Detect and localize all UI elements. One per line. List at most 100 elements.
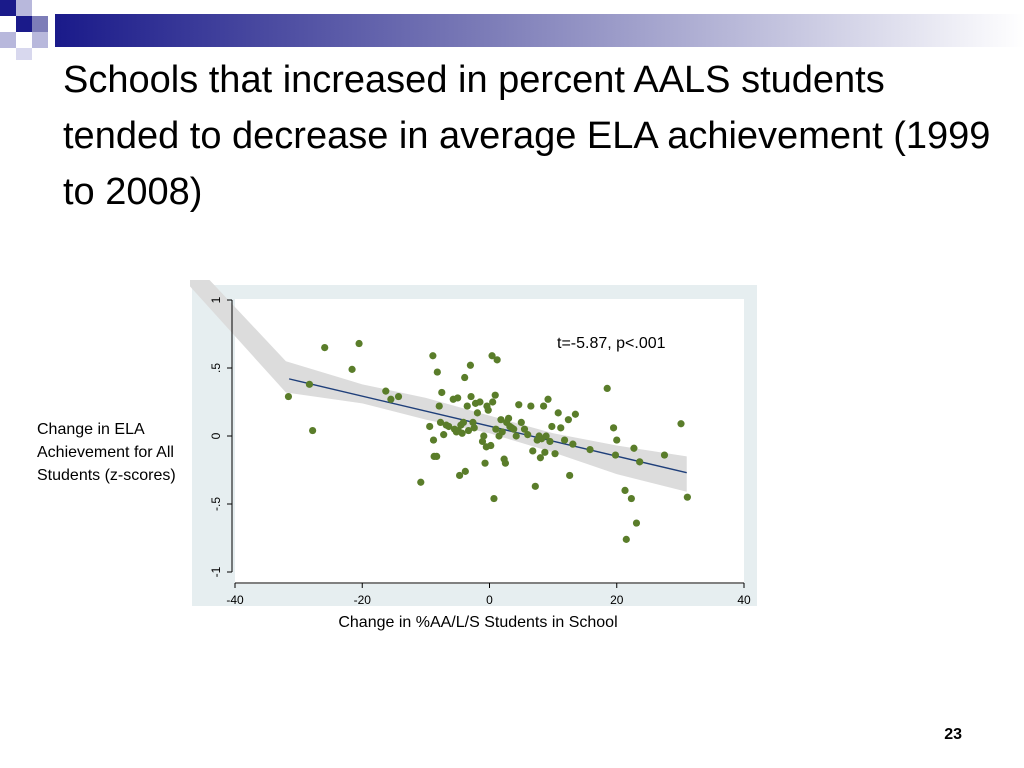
data-point bbox=[438, 388, 446, 397]
data-point bbox=[586, 446, 594, 454]
data-point bbox=[569, 440, 577, 448]
x-tick-label: 0 bbox=[486, 593, 493, 607]
data-point bbox=[531, 482, 539, 490]
data-point bbox=[560, 436, 569, 444]
slide-title: Schools that increased in percent AALS s… bbox=[63, 59, 991, 213]
data-point bbox=[426, 422, 434, 431]
data-point bbox=[309, 426, 317, 435]
data-point bbox=[497, 416, 505, 424]
data-point bbox=[632, 519, 641, 527]
data-point bbox=[469, 418, 477, 426]
data-point bbox=[440, 431, 448, 439]
data-point bbox=[539, 402, 548, 410]
data-point bbox=[488, 352, 496, 360]
data-point bbox=[630, 444, 638, 452]
data-point bbox=[683, 493, 691, 501]
data-point bbox=[504, 414, 513, 422]
x-axis-label: Change in %AA/L/S Students in School bbox=[338, 614, 618, 631]
scatter-chart: -1 -.5 0 .5 1 -40 -20 0 20 40 t=-5.87, p<.001 bbox=[190, 280, 757, 607]
data-point bbox=[459, 418, 468, 426]
data-point bbox=[546, 437, 554, 446]
data-point bbox=[542, 432, 550, 440]
data-point bbox=[564, 416, 572, 424]
data-point bbox=[454, 394, 462, 402]
data-point bbox=[490, 494, 498, 503]
y-tick-label: -1 bbox=[209, 566, 223, 577]
data-point bbox=[429, 436, 438, 444]
data-point bbox=[355, 339, 363, 348]
y-tick-label: 0 bbox=[209, 432, 223, 439]
data-point bbox=[489, 398, 497, 406]
data-point bbox=[435, 402, 443, 410]
data-point bbox=[461, 373, 469, 382]
data-point bbox=[627, 494, 635, 503]
data-point bbox=[636, 458, 644, 466]
data-point bbox=[548, 422, 556, 431]
data-point bbox=[493, 356, 501, 364]
data-point bbox=[476, 398, 484, 406]
data-point bbox=[445, 422, 453, 431]
page-number: 23 bbox=[944, 726, 962, 743]
fit-line bbox=[288, 378, 687, 474]
data-point bbox=[284, 392, 293, 401]
data-point bbox=[484, 406, 492, 414]
data-point bbox=[394, 392, 403, 401]
data-point bbox=[536, 454, 544, 462]
data-point bbox=[660, 451, 669, 459]
data-point bbox=[487, 441, 495, 450]
data-point bbox=[387, 395, 395, 403]
data-point bbox=[429, 352, 437, 360]
x-tick-label: 20 bbox=[610, 593, 624, 607]
data-point bbox=[512, 432, 520, 440]
data-point bbox=[458, 429, 466, 437]
y-tick-label: .5 bbox=[209, 363, 223, 373]
data-point bbox=[515, 401, 523, 409]
y-axis-label: Change in ELA Achievement for All Studen… bbox=[37, 421, 176, 484]
data-point bbox=[463, 402, 471, 410]
data-point bbox=[491, 391, 499, 399]
data-point bbox=[677, 420, 685, 428]
data-point bbox=[466, 361, 475, 369]
data-point bbox=[544, 395, 552, 403]
y-tick-label: 1 bbox=[209, 296, 223, 303]
data-point bbox=[480, 432, 488, 440]
data-point bbox=[603, 384, 611, 392]
data-point bbox=[470, 424, 478, 432]
y-tick-label: -.5 bbox=[209, 497, 223, 511]
data-point bbox=[541, 448, 549, 456]
data-point bbox=[529, 447, 537, 455]
data-point bbox=[467, 392, 475, 401]
data-point bbox=[473, 409, 482, 417]
data-point bbox=[510, 425, 518, 433]
title-banner-decoration bbox=[0, 0, 1024, 60]
data-point bbox=[557, 424, 565, 432]
data-point bbox=[455, 471, 464, 480]
plot-area bbox=[235, 299, 744, 584]
data-point bbox=[571, 410, 579, 418]
data-point bbox=[621, 486, 629, 494]
data-point bbox=[609, 424, 618, 432]
data-point bbox=[520, 425, 529, 433]
data-point bbox=[461, 467, 469, 475]
data-point bbox=[554, 409, 562, 417]
data-point bbox=[622, 535, 630, 543]
data-point bbox=[348, 365, 356, 373]
data-point bbox=[481, 459, 489, 467]
data-point bbox=[613, 436, 621, 444]
data-point bbox=[433, 452, 441, 460]
data-point bbox=[478, 437, 487, 446]
stat-annotation: t=-5.87, p<.001 bbox=[557, 335, 666, 352]
data-point bbox=[527, 402, 535, 410]
x-tick-label: 40 bbox=[737, 593, 751, 607]
data-point bbox=[611, 451, 620, 459]
data-point bbox=[517, 418, 525, 426]
data-point bbox=[433, 368, 441, 376]
data-point bbox=[436, 418, 445, 426]
data-point bbox=[492, 425, 500, 433]
data-point bbox=[551, 450, 559, 458]
data-point bbox=[524, 431, 532, 439]
data-point bbox=[566, 471, 574, 480]
x-tick-label: -40 bbox=[226, 593, 244, 607]
data-point bbox=[417, 478, 425, 486]
data-point bbox=[501, 459, 510, 467]
